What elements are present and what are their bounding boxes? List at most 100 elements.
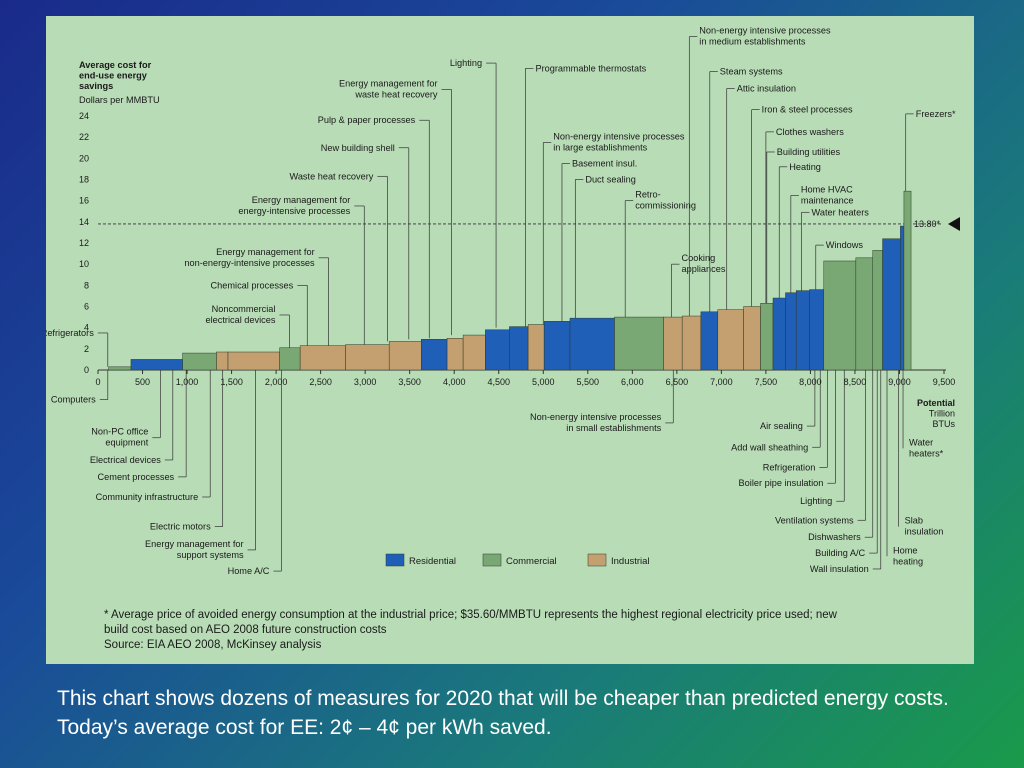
measure-annotation: Community infrastructure xyxy=(96,492,199,502)
measure-annotation: Retro-commissioning xyxy=(635,190,696,211)
measure-annotation: Lighting xyxy=(800,496,832,506)
measure-annotation: Basement insul. xyxy=(572,159,637,169)
x-tick-label: 5,000 xyxy=(532,377,555,387)
measure-annotation: Building utilities xyxy=(777,147,841,157)
measure-annotation: Electric motors xyxy=(150,522,211,532)
cost-curve-bar xyxy=(421,339,448,371)
footnote-line: Source: EIA AEO 2008, McKinsey analysis xyxy=(104,639,322,651)
y-tick-label: 24 xyxy=(79,111,89,121)
x-tick-label: 9,500 xyxy=(933,377,956,387)
cost-curve-bar xyxy=(785,292,797,371)
measure-annotation: Home HVAC maintenance xyxy=(801,184,854,205)
cost-curve-bar xyxy=(108,366,132,371)
cost-curve-bar xyxy=(543,321,571,371)
x-tick-label: 9,000 xyxy=(888,377,911,387)
cost-curve-bar xyxy=(182,352,217,371)
measure-annotation: Water heaters xyxy=(812,207,870,217)
x-tick-label: 7,500 xyxy=(755,377,778,387)
legend-swatch xyxy=(385,553,405,567)
x-tick-label: 6,000 xyxy=(621,377,644,387)
measure-annotation: Home heating xyxy=(893,545,923,566)
measure-annotation: New building shell xyxy=(321,143,395,153)
measure-annotation: Windows xyxy=(826,240,864,250)
measure-annotation: Cooking appliances xyxy=(681,253,725,274)
cost-curve-bar xyxy=(743,306,761,371)
measure-annotation: Water heaters* xyxy=(909,437,944,458)
measure-annotation: Energy management for waste heat recovery xyxy=(339,79,438,100)
cost-curve-bar xyxy=(872,250,883,371)
cost-curve-bar xyxy=(903,190,912,371)
measure-annotation: Attic insulation xyxy=(737,83,796,93)
chart-panel: Average cost for end-use energy savings Dol… xyxy=(46,16,974,664)
measure-annotation: Home A/C xyxy=(228,566,270,576)
measure-annotation: Heating xyxy=(789,162,821,172)
y-tick-label: 16 xyxy=(79,196,89,206)
measure-annotation: Air sealing xyxy=(760,421,803,431)
cost-curve-bar xyxy=(227,351,280,371)
y-tick-label: 0 xyxy=(84,365,89,375)
measure-annotation: Energy management for support systems xyxy=(145,539,244,560)
measure-annotation: Add wall sheathing xyxy=(731,442,808,452)
y-tick-label: 6 xyxy=(84,302,89,312)
legend-label: Residential xyxy=(409,556,456,567)
measure-annotation: Wall insulation xyxy=(810,564,869,574)
cost-curve-bar xyxy=(855,257,874,371)
x-tick-label: 5,500 xyxy=(577,377,600,387)
measure-annotation: Programmable thermostats xyxy=(535,63,646,73)
cost-curve-bar xyxy=(809,289,825,371)
cost-curve-bar xyxy=(823,260,857,371)
x-tick-label: 8,500 xyxy=(844,377,867,387)
cost-curve-bar xyxy=(900,225,905,371)
x-tick-label: 500 xyxy=(135,377,150,387)
slide-caption: This chart shows dozens of measures for … xyxy=(57,687,949,739)
measure-annotation: Non-energy intensive processes in large e… xyxy=(553,131,685,152)
y-tick-label: 14 xyxy=(79,217,89,227)
measure-annotation: Waste heat recovery xyxy=(289,171,373,181)
cost-curve-bar xyxy=(663,316,683,371)
x-axis-title: Potential Trillion BTUs xyxy=(917,398,956,429)
measure-annotation: Boiler pipe insulation xyxy=(739,478,824,488)
x-tick-label: 0 xyxy=(95,377,100,387)
measure-annotation: Computers xyxy=(51,395,96,405)
legend-swatch xyxy=(587,553,607,567)
cost-curve-bar xyxy=(485,329,510,371)
cost-curve-bar xyxy=(299,345,346,371)
x-tick-label: 6,500 xyxy=(666,377,689,387)
reference-arrow-icon xyxy=(948,216,960,231)
measure-annotation: Pulp & paper processes xyxy=(318,115,416,125)
measure-annotation: Ventilation systems xyxy=(775,515,854,525)
measure-annotation: Chemical processes xyxy=(211,280,294,290)
cost-curve-bar xyxy=(614,316,664,371)
x-tick-label: 3,000 xyxy=(354,377,377,387)
legend-swatch xyxy=(482,553,502,567)
measure-annotation: Non-energy intensive processes in medium … xyxy=(699,26,831,47)
cost-curve-bar xyxy=(717,309,744,371)
x-tick-label: 1,000 xyxy=(176,377,199,387)
y-tick-label: 18 xyxy=(79,175,89,185)
x-tick-label: 7,000 xyxy=(710,377,733,387)
measure-annotation: Refrigeration xyxy=(763,462,816,472)
legend-label: Industrial xyxy=(611,556,650,567)
cost-curve-bar xyxy=(509,326,529,371)
cost-curve-bar xyxy=(462,334,486,371)
measure-annotation: Electrical devices xyxy=(90,455,161,465)
cost-curve-bar xyxy=(569,317,615,371)
cost-curve-bar xyxy=(345,344,390,371)
y-axis-unit: Dollars per MMBTU xyxy=(79,95,160,105)
measure-annotation: Noncommercial electrical devices xyxy=(205,304,275,325)
cost-curve-bar xyxy=(527,324,545,371)
measure-annotation: Lighting xyxy=(450,58,482,68)
measure-annotation: Iron & steel processes xyxy=(762,105,853,115)
y-axis-title: Average cost for end-use energy savings xyxy=(79,60,152,91)
x-tick-label: 1,500 xyxy=(220,377,243,387)
measure-annotation: Non-energy intensive processes in small e… xyxy=(530,412,662,433)
footnote-line: * Average price of avoided energy consum… xyxy=(104,609,838,621)
measure-annotation: Building A/C xyxy=(815,548,865,558)
measure-annotation: Refrigerators xyxy=(46,328,94,338)
cost-curve-bar xyxy=(700,311,719,371)
y-tick-label: 10 xyxy=(79,259,89,269)
y-tick-label: 2 xyxy=(84,344,89,354)
y-tick-label: 20 xyxy=(79,153,89,163)
measure-annotation: Energy management for energy-intensive pr… xyxy=(238,195,350,216)
y-tick-label: 12 xyxy=(79,238,89,248)
